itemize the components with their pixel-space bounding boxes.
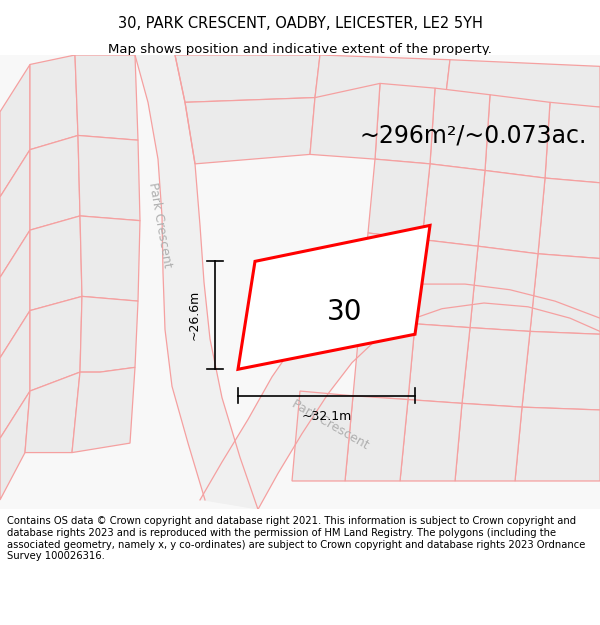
Polygon shape bbox=[30, 55, 78, 149]
Polygon shape bbox=[408, 324, 470, 403]
Polygon shape bbox=[515, 407, 600, 481]
Polygon shape bbox=[80, 296, 138, 372]
Polygon shape bbox=[30, 136, 80, 230]
Polygon shape bbox=[368, 159, 430, 239]
Polygon shape bbox=[30, 296, 82, 391]
Polygon shape bbox=[470, 246, 538, 331]
Polygon shape bbox=[30, 216, 82, 311]
Polygon shape bbox=[315, 55, 450, 102]
Polygon shape bbox=[25, 372, 80, 452]
Polygon shape bbox=[72, 368, 135, 452]
Text: ~296m²/~0.073ac.: ~296m²/~0.073ac. bbox=[360, 124, 587, 148]
Polygon shape bbox=[455, 403, 522, 481]
Polygon shape bbox=[238, 226, 430, 369]
Polygon shape bbox=[200, 284, 600, 509]
Polygon shape bbox=[530, 254, 600, 334]
Polygon shape bbox=[135, 55, 258, 509]
Polygon shape bbox=[80, 216, 140, 301]
Polygon shape bbox=[175, 55, 320, 102]
Polygon shape bbox=[345, 396, 408, 481]
Text: Park Crescent: Park Crescent bbox=[289, 397, 371, 451]
Text: Contains OS data © Crown copyright and database right 2021. This information is : Contains OS data © Crown copyright and d… bbox=[7, 516, 586, 561]
Text: Park Crescent: Park Crescent bbox=[146, 182, 174, 269]
Polygon shape bbox=[375, 83, 435, 164]
Polygon shape bbox=[400, 399, 462, 481]
Text: 30: 30 bbox=[327, 298, 362, 326]
Text: Map shows position and indicative extent of the property.: Map shows position and indicative extent… bbox=[108, 43, 492, 56]
Polygon shape bbox=[0, 230, 30, 358]
Polygon shape bbox=[0, 391, 30, 500]
Polygon shape bbox=[415, 239, 478, 328]
Text: ~26.6m: ~26.6m bbox=[188, 290, 201, 341]
Text: ~32.1m: ~32.1m bbox=[301, 410, 352, 423]
Polygon shape bbox=[310, 83, 380, 159]
Polygon shape bbox=[353, 320, 415, 399]
Polygon shape bbox=[0, 311, 30, 438]
Polygon shape bbox=[478, 171, 545, 254]
Polygon shape bbox=[522, 331, 600, 410]
Polygon shape bbox=[292, 391, 353, 481]
Polygon shape bbox=[185, 98, 315, 164]
Polygon shape bbox=[430, 88, 490, 171]
Polygon shape bbox=[0, 149, 30, 278]
Polygon shape bbox=[485, 95, 550, 178]
Polygon shape bbox=[75, 55, 138, 140]
Polygon shape bbox=[545, 102, 600, 182]
Text: 30, PARK CRESCENT, OADBY, LEICESTER, LE2 5YH: 30, PARK CRESCENT, OADBY, LEICESTER, LE2… bbox=[118, 16, 482, 31]
Polygon shape bbox=[422, 164, 485, 246]
Polygon shape bbox=[462, 328, 530, 407]
Polygon shape bbox=[538, 178, 600, 259]
Polygon shape bbox=[78, 136, 140, 221]
Polygon shape bbox=[0, 64, 30, 197]
Polygon shape bbox=[445, 60, 600, 107]
Polygon shape bbox=[360, 233, 422, 324]
